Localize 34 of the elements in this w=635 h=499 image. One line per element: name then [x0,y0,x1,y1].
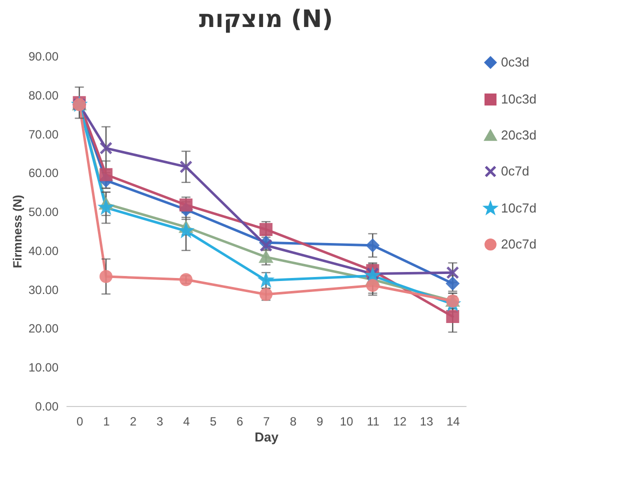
legend-label: 0c3d [501,54,530,70]
legend-label: 20c3d [501,128,536,142]
x-tick-label: 0 [76,414,84,428]
y-tick-label: 0.00 [35,400,59,414]
x-tick-label: 8 [290,414,297,428]
x-tick-label: 13 [420,414,434,428]
y-tick-label: 80.00 [28,88,59,102]
y-tick-label: 90.00 [28,50,59,64]
y-tick-label: 70.00 [28,127,59,142]
legend-label: 10c3d [501,92,536,106]
x-tick-label: 10 [340,414,354,428]
legend-label: 20c7d [501,236,536,252]
legend-label: 10c7d [501,200,536,216]
y-tick-label: 60.00 [28,166,59,180]
x-tick-label: 6 [236,414,244,428]
y-tick-label: 50.00 [28,205,59,220]
chart-title: מוצקות (N) [199,5,333,33]
y-tick-label: 30.00 [28,282,59,297]
x-tick-label: 12 [393,414,407,428]
x-tick-label: 5 [210,414,217,428]
x-tick-label: 4 [183,414,190,428]
x-axis-title: Day [254,430,280,444]
x-tick-label: 9 [316,414,324,428]
y-tick-label: 10.00 [28,360,59,375]
y-axis-title: Firmness (N) [10,194,24,268]
x-tick-label: 1 [103,414,110,428]
x-tick-label: 11 [366,414,380,428]
y-tick-label: 40.00 [28,244,59,258]
x-tick-label: 2 [130,414,137,428]
x-tick-label: 14 [446,414,460,428]
x-tick-label: 7 [263,414,270,428]
y-tick-label: 20.00 [28,322,59,336]
legend-label: 0c7d [501,164,530,178]
x-tick-label: 3 [156,414,164,428]
